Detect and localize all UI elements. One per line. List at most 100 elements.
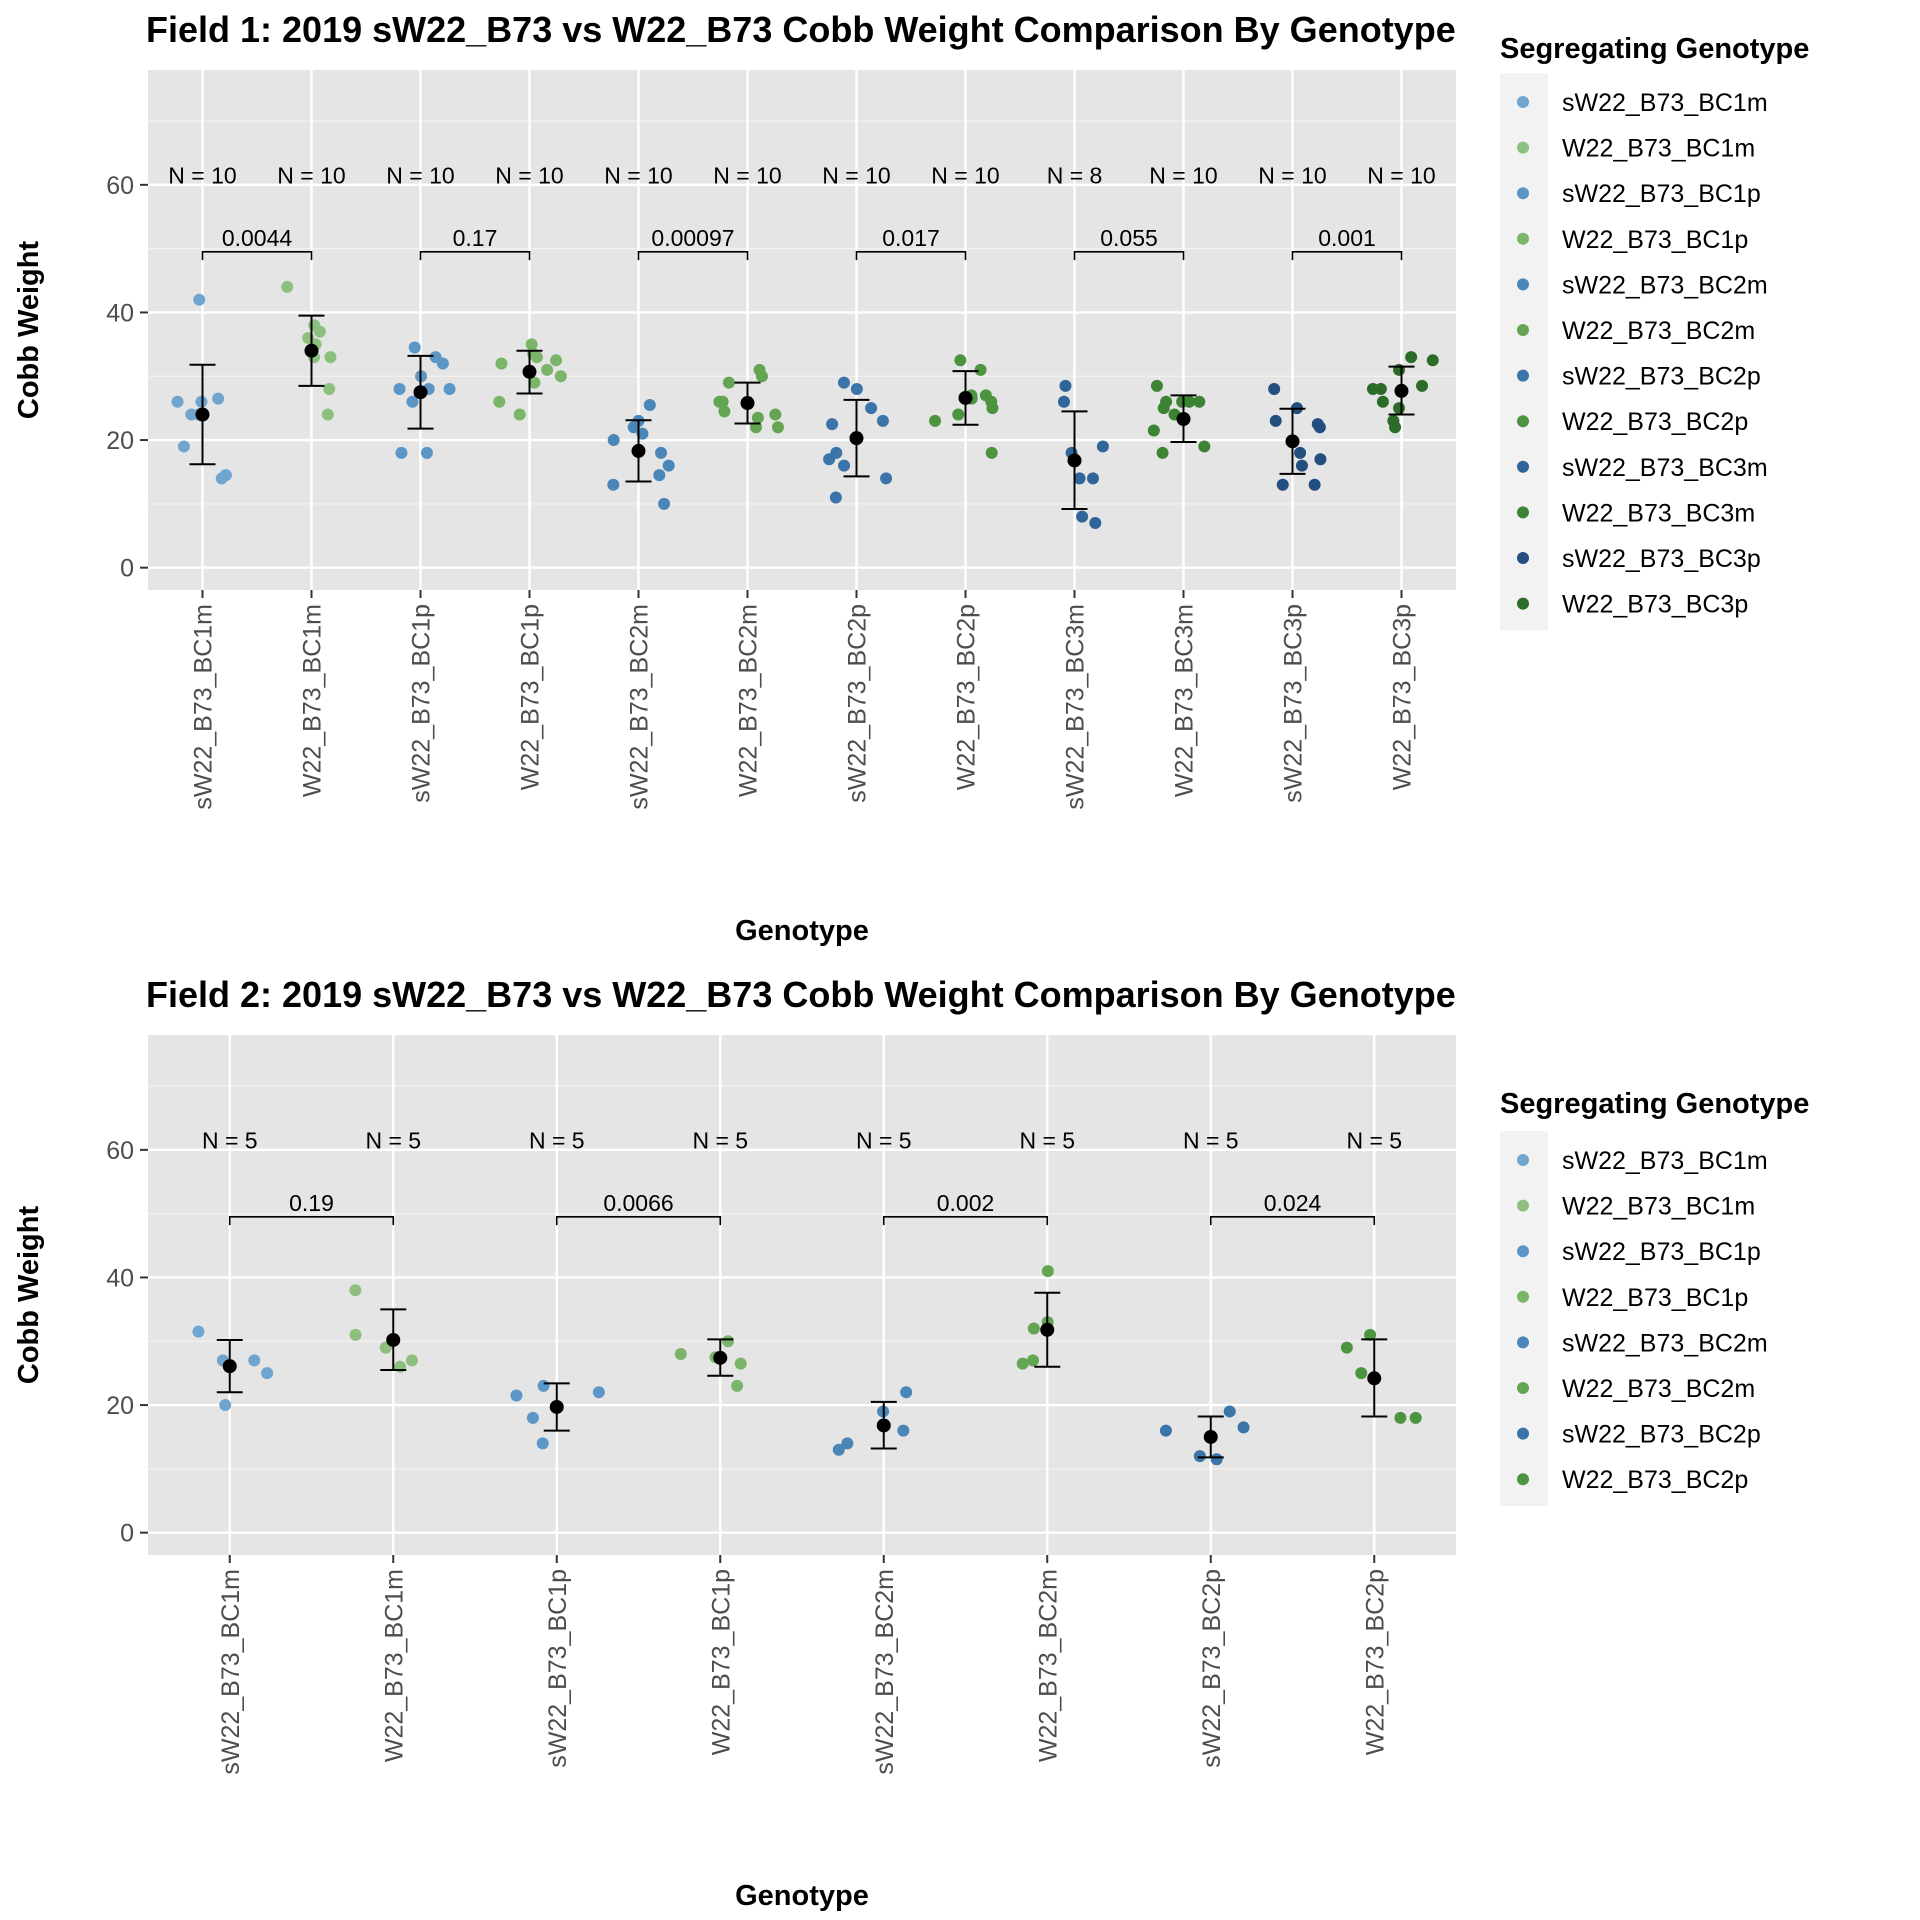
data-point [528, 376, 541, 389]
data-point [1223, 1405, 1236, 1418]
mean-point [1067, 453, 1082, 468]
data-point [900, 1386, 913, 1399]
data-point [1193, 395, 1206, 408]
data-point [1073, 472, 1086, 485]
comparison-bracket [637, 251, 749, 261]
x-tick-label: W22_B73_BC3m [1171, 604, 1199, 797]
data-point [658, 497, 671, 510]
data-point [192, 1325, 205, 1338]
x-tick-label: sW22_B73_BC2p [1198, 1569, 1226, 1768]
legend-key [1517, 1290, 1529, 1303]
data-point [541, 363, 554, 376]
data-point [662, 459, 675, 472]
data-point [1426, 354, 1439, 367]
n-label: N = 10 [1258, 162, 1326, 188]
mean-point [1285, 434, 1300, 449]
mean-point [195, 407, 210, 422]
y-axis-title: Cobb Weight [13, 1206, 45, 1385]
x-tick-label: sW22_B73_BC1m [190, 604, 218, 810]
n-label: N = 5 [529, 1127, 585, 1153]
data-point [850, 383, 863, 396]
data-point [349, 1328, 362, 1341]
p-value-label: 0.002 [937, 1190, 995, 1216]
x-tick-label: sW22_B73_BC1m [217, 1569, 245, 1775]
legend-key [1517, 1473, 1529, 1486]
data-point [722, 376, 735, 389]
legend-label: W22_B73_BC3m [1562, 499, 1755, 527]
data-point [837, 376, 850, 389]
data-point [281, 280, 294, 293]
data-point [826, 418, 839, 431]
legend-label: W22_B73_BC2p [1562, 1466, 1748, 1494]
data-point [195, 395, 208, 408]
y-tick-label: 20 [106, 1392, 134, 1420]
mean-point [713, 1350, 728, 1365]
n-label: N = 10 [1149, 162, 1217, 188]
comparison-bracket [882, 1216, 1049, 1226]
mean-point [222, 1359, 237, 1374]
legend-label: sW22_B73_BC1p [1562, 1238, 1761, 1266]
x-tick-label: W22_B73_BC1p [707, 1569, 735, 1755]
legend-label: sW22_B73_BC2p [1562, 363, 1761, 391]
data-point [248, 1354, 261, 1367]
n-label: N = 5 [1019, 1127, 1075, 1153]
data-point [324, 351, 337, 364]
n-label: N = 5 [1346, 1127, 1402, 1153]
n-label: N = 10 [604, 162, 672, 188]
data-point [897, 1424, 910, 1437]
legend-key [1517, 1154, 1529, 1166]
data-point [1364, 1328, 1377, 1341]
data-point [537, 1379, 550, 1392]
p-value-label: 0.001 [1318, 225, 1376, 251]
data-point [323, 383, 336, 396]
n-label: N = 5 [202, 1127, 258, 1153]
data-point [986, 402, 999, 415]
data-point [643, 398, 656, 411]
data-point [1409, 1411, 1422, 1424]
x-tick-label: sW22_B73_BC1p [408, 604, 436, 803]
x-tick-label: W22_B73_BC2m [1034, 1569, 1062, 1762]
data-point [1394, 1411, 1407, 1424]
data-point [1405, 351, 1418, 364]
data-point [550, 354, 563, 367]
data-point [841, 1437, 854, 1450]
data-point [405, 1354, 418, 1367]
data-point [1198, 440, 1211, 453]
data-point [261, 1367, 274, 1380]
chart-title: Field 2: 2019 sW22_B73 vs W22_B73 Cobb W… [146, 974, 1456, 1015]
data-point [952, 408, 965, 421]
n-label: N = 5 [365, 1127, 421, 1153]
n-label: N = 10 [277, 162, 345, 188]
data-point [1314, 453, 1327, 466]
data-point [954, 354, 967, 367]
data-point [929, 414, 942, 427]
legend-key [1517, 1199, 1529, 1212]
data-point [510, 1389, 523, 1402]
legend-key [1517, 278, 1529, 291]
legend-title: Segregating Genotype [1500, 1088, 1809, 1120]
data-point [716, 395, 729, 408]
x-tick-label: sW22_B73_BC3m [1062, 604, 1090, 810]
mean-point [522, 364, 537, 379]
data-point [1269, 414, 1282, 427]
legend-key [1517, 415, 1529, 428]
chart-panel-1: Field 1: 2019 sW22_B73 vs W22_B73 Cobb W… [13, 9, 1809, 947]
data-point [420, 446, 433, 459]
comparison-bracket [555, 1216, 722, 1226]
chart-panel-2: Field 2: 2019 sW22_B73 vs W22_B73 Cobb W… [13, 974, 1809, 1912]
legend-label: W22_B73_BC1p [1562, 226, 1748, 254]
n-label: N = 5 [692, 1127, 748, 1153]
x-tick-label: W22_B73_BC2m [735, 604, 763, 797]
data-point [1150, 379, 1163, 392]
comparison-bracket [1073, 251, 1185, 261]
data-point [525, 338, 538, 351]
legend-key [1517, 141, 1529, 154]
n-label: N = 10 [1367, 162, 1435, 188]
data-point [1059, 379, 1072, 392]
data-point [349, 1284, 362, 1297]
data-point [1416, 379, 1429, 392]
comparison-bracket [228, 1216, 395, 1226]
data-point [212, 392, 225, 405]
data-point [1393, 402, 1406, 415]
